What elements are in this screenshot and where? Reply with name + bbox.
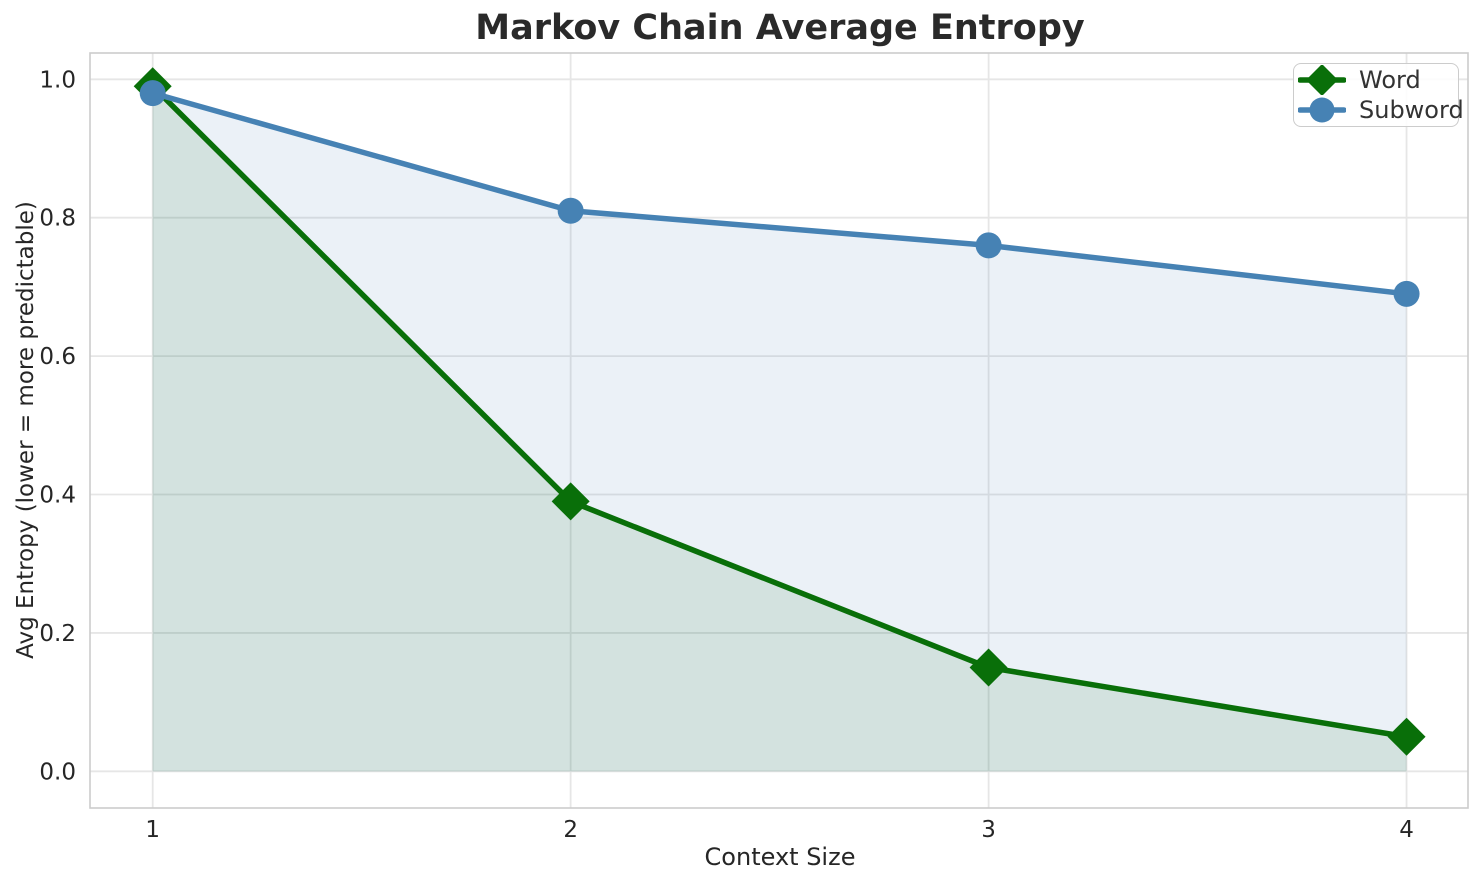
- series-line-word: [149, 83, 1410, 740]
- marker-circle-subword: [557, 197, 584, 224]
- x-axis-label: Context Size: [704, 843, 856, 871]
- x-tick-label: 2: [563, 817, 578, 843]
- axes-spines: [89, 52, 1469, 809]
- legend-label: Word: [1359, 66, 1421, 94]
- y-tick-label: 0.2: [39, 621, 76, 647]
- y-tick-label: 1.0: [39, 67, 76, 93]
- marker-diamond-word: [551, 482, 590, 521]
- y-tick-label: 0.4: [39, 483, 76, 509]
- legend-marker-circle-icon: [1298, 97, 1346, 123]
- legend-item-subword: Subword: [1298, 95, 1464, 125]
- series-line-subword: [149, 90, 1410, 297]
- x-tick-label: 1: [145, 817, 160, 843]
- x-tick-label: 4: [1399, 817, 1414, 843]
- area-fill-subword: [152, 93, 1407, 772]
- y-tick-label: 0.8: [39, 206, 76, 232]
- y-tick-label: 0.0: [39, 759, 76, 785]
- area-fill-word: [152, 86, 1407, 772]
- marker-circle-subword: [975, 232, 1002, 259]
- marker-diamond-word: [1387, 717, 1426, 756]
- legend-marker-diamond-icon: [1298, 65, 1346, 95]
- chart-title: Markov Chain Average Entropy: [475, 8, 1085, 48]
- legend-item-word: Word: [1298, 65, 1450, 95]
- marker-circle-subword: [1393, 280, 1420, 307]
- x-tick-label: 3: [981, 817, 996, 843]
- legend: Word Subword: [1293, 63, 1464, 127]
- legend-label: Subword: [1359, 96, 1464, 124]
- y-tick-label: 0.6: [39, 344, 76, 370]
- marker-circle-subword: [139, 80, 166, 107]
- marker-diamond-word: [969, 648, 1008, 687]
